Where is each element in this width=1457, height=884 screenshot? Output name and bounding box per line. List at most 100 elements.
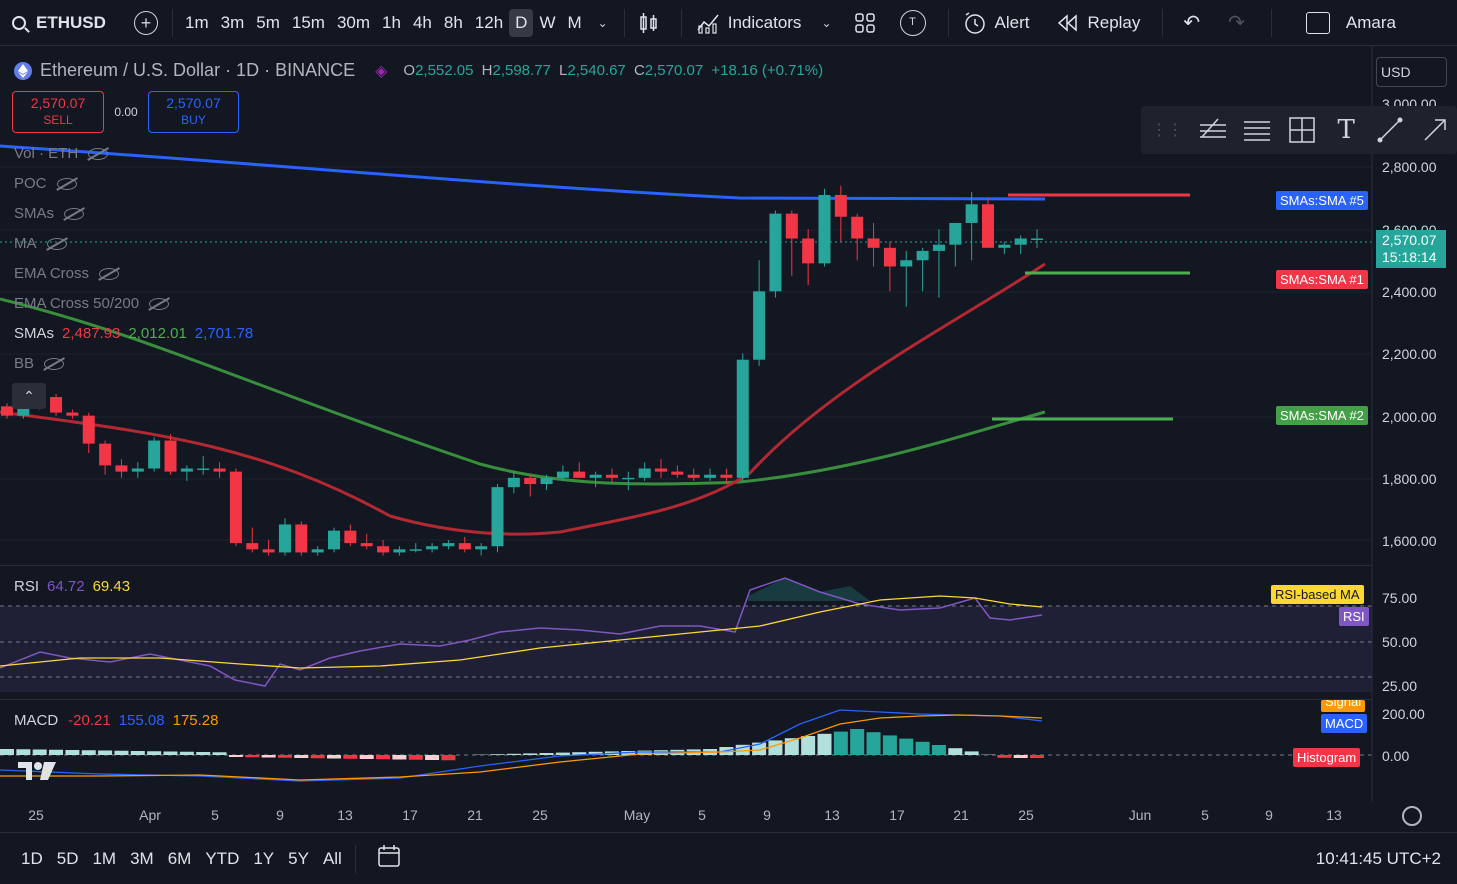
timeframe-30m[interactable]: 30m <box>336 12 371 32</box>
time-axis-label: 25 <box>28 807 44 823</box>
multi-line-tool-icon[interactable] <box>1191 110 1235 150</box>
indicators-label: Indicators <box>727 12 802 32</box>
timeframe-1h[interactable]: 1h <box>382 12 401 32</box>
histogram-bar <box>817 733 832 755</box>
timeframe-4h[interactable]: 4h <box>412 12 432 32</box>
chart-type-button[interactable] <box>631 12 675 34</box>
eye-hidden-icon[interactable] <box>44 357 65 370</box>
indicator-ma[interactable]: MA <box>14 235 67 252</box>
eye-hidden-icon[interactable] <box>56 177 77 190</box>
chevron-down-icon[interactable]: ⌄ <box>597 15 608 30</box>
buy-button[interactable]: 2,570.07 BUY <box>148 91 239 133</box>
arrow-tool-icon[interactable] <box>1413 110 1457 150</box>
histogram-bar <box>1013 755 1028 758</box>
alert-button[interactable]: Alert <box>955 11 1038 35</box>
time-axis-label: 5 <box>1201 807 1209 823</box>
indicator-bb[interactable]: BB <box>14 355 65 372</box>
eye-hidden-icon[interactable] <box>88 147 109 160</box>
horizontal-lines-tool-icon[interactable] <box>1235 110 1279 150</box>
drag-handle-icon[interactable]: ⋮⋮ <box>1151 122 1183 139</box>
sell-button[interactable]: 2,570.07 SELL <box>12 91 104 133</box>
rsi-value: 64.72 <box>47 578 85 595</box>
macd-value: 155.08 <box>118 712 165 729</box>
chevron-down-icon[interactable]: ⌄ <box>821 15 832 30</box>
user-label[interactable]: Amara <box>1345 12 1396 32</box>
eye-hidden-icon[interactable] <box>99 267 120 280</box>
range-5d[interactable]: 5D <box>56 848 79 868</box>
macd-axis-label: 200.00 <box>1382 706 1425 722</box>
currency-select[interactable]: USD <box>1376 57 1447 87</box>
sell-price: 2,570.07 <box>30 95 86 111</box>
text-tool-icon[interactable]: T <box>1337 115 1355 145</box>
collapse-legend-chevron-up-icon[interactable]: ⌃ <box>12 383 46 409</box>
time-axis-label: 9 <box>763 807 771 823</box>
eye-hidden-icon[interactable] <box>64 207 85 220</box>
price-axis-label: 2,400.00 <box>1382 284 1437 300</box>
price-axis-label: 2,200.00 <box>1382 346 1437 362</box>
fullscreen-icon[interactable] <box>1305 11 1330 34</box>
timeframe-15m[interactable]: 15m <box>291 12 325 32</box>
timeframe-w[interactable]: W <box>539 12 556 32</box>
eye-hidden-icon[interactable] <box>149 297 170 310</box>
gear-icon[interactable] <box>1402 806 1422 826</box>
candle <box>736 353 749 481</box>
candle <box>344 524 357 547</box>
range-all[interactable]: All <box>322 848 342 868</box>
histogram-bar <box>833 731 848 755</box>
timeframe-5m[interactable]: 5m <box>256 12 280 32</box>
redo-icon[interactable]: ↷ <box>1228 12 1245 34</box>
rsi-legend[interactable]: RSI 64.72 69.43 <box>14 578 130 595</box>
macd-legend[interactable]: MACD -20.21 155.08 175.28 <box>14 712 219 729</box>
indicator-ema-cross-50-200[interactable]: EMA Cross 50/200 <box>14 295 170 312</box>
range-1y[interactable]: 1Y <box>253 848 275 868</box>
timeframe-d[interactable]: D <box>509 8 534 37</box>
range-ytd[interactable]: YTD <box>205 848 240 868</box>
tradingview-logo[interactable] <box>18 758 58 789</box>
measure-tool-icon[interactable] <box>1280 110 1324 150</box>
timeframe-3m[interactable]: 3m <box>220 12 245 32</box>
indicator-poc[interactable]: POC <box>14 175 77 192</box>
indicator-ema-cross-label: EMA Cross <box>14 265 90 282</box>
indicator-smas[interactable]: SMAs 2,487.93 2,012.01 2,701.78 <box>14 325 253 342</box>
sma1-tag: SMAs:SMA #1 <box>1276 270 1368 289</box>
compare-symbol-plus-icon[interactable]: + <box>134 10 158 35</box>
histogram-bar <box>16 749 31 755</box>
share-nodes-icon[interactable]: ◈ <box>375 62 388 80</box>
histogram-bar <box>637 750 652 755</box>
range-1d[interactable]: 1D <box>21 848 43 868</box>
clock[interactable]: 10:41:45 UTC+2 <box>1315 849 1441 868</box>
eye-hidden-icon[interactable] <box>46 237 67 250</box>
histogram-bar <box>539 753 554 755</box>
range-6m[interactable]: 6M <box>167 848 192 868</box>
histogram-bar <box>163 751 178 755</box>
timeframe-1m[interactable]: 1m <box>185 12 209 32</box>
template-t-button[interactable]: T <box>899 9 926 36</box>
timeframe-12h[interactable]: 12h <box>474 12 504 32</box>
chart-canvas[interactable] <box>0 46 1457 846</box>
symbol-search[interactable]: ETHUSD <box>0 0 126 46</box>
undo-icon[interactable]: ↶ <box>1183 12 1201 34</box>
time-axis-label: Jun <box>1128 807 1152 823</box>
timeframe-8h[interactable]: 8h <box>443 12 463 32</box>
indicator-smas-hidden[interactable]: SMAs <box>14 205 85 222</box>
grid-icon <box>854 12 875 33</box>
calendar-goto-icon[interactable] <box>376 844 402 873</box>
indicators-button[interactable]: Indicators <box>688 12 810 34</box>
timeframe-m[interactable]: M <box>567 12 582 32</box>
histogram-bar <box>588 751 603 755</box>
layouts-button[interactable] <box>846 12 892 34</box>
high-label: H <box>481 62 493 79</box>
time-axis[interactable]: 25 Apr 5 9 13 17 21 25 May 5 9 13 17 21 25 Jun 5 9 13 <box>0 800 1457 830</box>
time-axis-label: 13 <box>824 807 840 823</box>
symbol-title[interactable]: Ethereum / U.S. Dollar · 1D · BINANCE <box>40 60 356 80</box>
histogram-bar <box>948 748 963 755</box>
trend-line-tool-icon[interactable] <box>1368 110 1412 150</box>
range-5y[interactable]: 5Y <box>288 848 309 868</box>
indicator-vol[interactable]: Vol · ETH <box>14 145 109 162</box>
indicator-ema-cross[interactable]: EMA Cross <box>14 265 120 282</box>
replay-button[interactable]: Replay <box>1049 13 1148 33</box>
histogram-bar <box>850 729 865 755</box>
range-1m[interactable]: 1M <box>92 848 117 868</box>
range-3m[interactable]: 3M <box>130 848 154 868</box>
